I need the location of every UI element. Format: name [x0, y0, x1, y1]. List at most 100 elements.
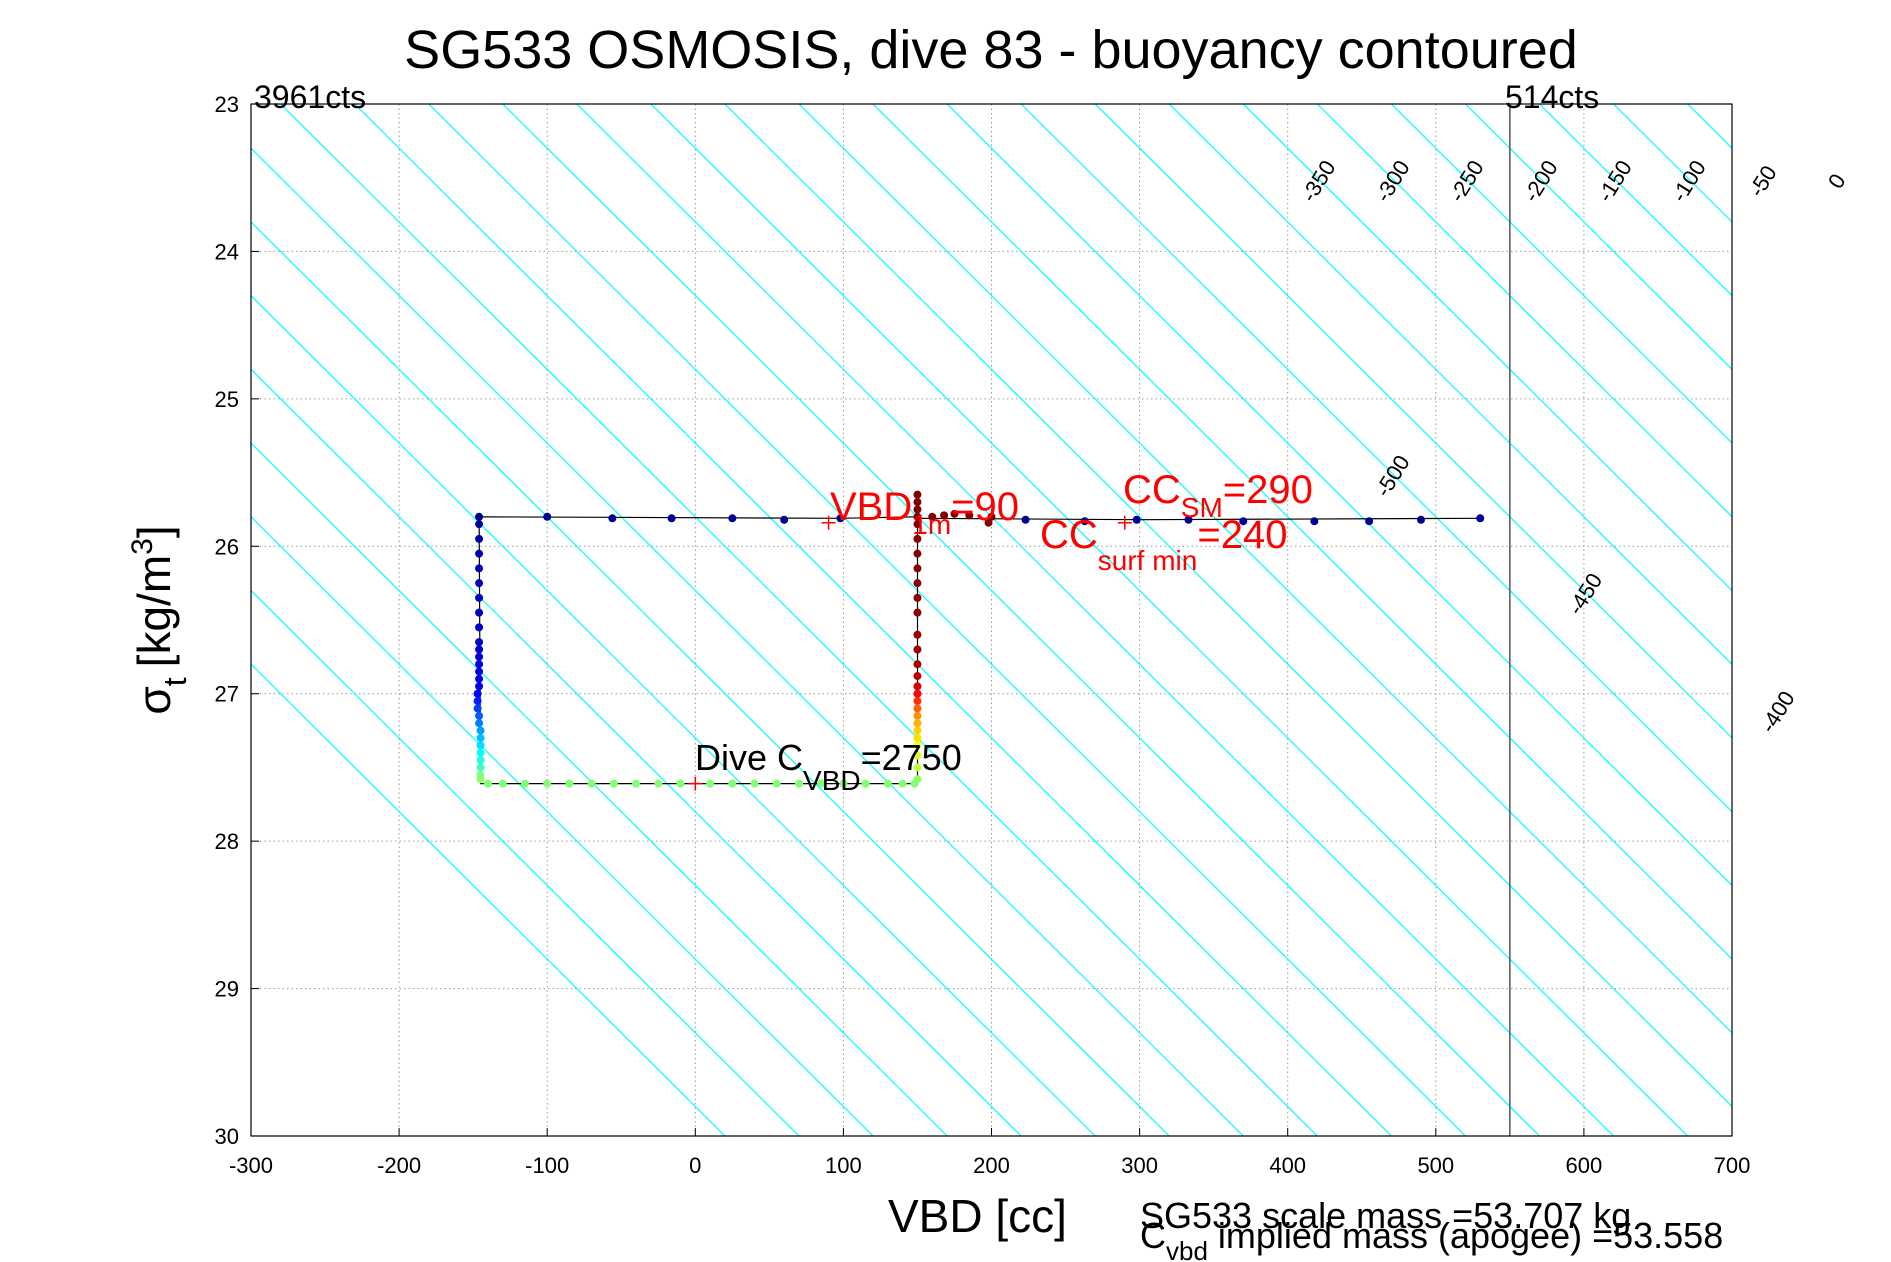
trace-point	[836, 514, 845, 523]
trace-point	[898, 779, 907, 788]
x-tick-label: 400	[1269, 1153, 1306, 1178]
contour-line	[251, 515, 874, 1136]
trace-point	[476, 741, 485, 750]
reference-markers	[688, 515, 1132, 791]
contour-line	[1168, 104, 1732, 666]
y-tick-label: 26	[215, 534, 239, 559]
trace-point	[794, 779, 803, 788]
trace-point	[883, 779, 892, 788]
trace-point	[475, 564, 484, 573]
trace-point	[861, 779, 870, 788]
chart-title: SG533 OSMOSIS, dive 83 - buoyancy contou…	[404, 20, 1578, 80]
trace-point	[475, 645, 484, 654]
trace-point	[654, 779, 663, 788]
y-tick-label: 29	[215, 977, 239, 1002]
contour-line	[251, 368, 1022, 1136]
trace-point	[476, 756, 485, 765]
y-tick-label: 27	[215, 682, 239, 707]
x-tick-label: -300	[229, 1153, 273, 1178]
trace-point	[1132, 515, 1141, 524]
x-axis-label: VBD [cc]	[888, 1190, 1067, 1242]
trace-point	[587, 779, 596, 788]
contour-line	[1613, 104, 1732, 223]
trace-point	[913, 660, 922, 669]
trace-point	[913, 672, 922, 681]
corner-label-left: 3961cts	[254, 79, 366, 115]
trace-point	[913, 704, 922, 713]
contour-line	[280, 104, 1318, 1136]
trace-point	[913, 763, 922, 772]
trace-point	[772, 779, 781, 788]
trace-point	[913, 534, 922, 543]
x-tick-label: 100	[825, 1153, 862, 1178]
trace-point	[520, 779, 529, 788]
x-tick-label: -200	[377, 1153, 421, 1178]
contour-label: -50	[1744, 161, 1782, 201]
contour-label: 0	[1823, 169, 1851, 193]
contour-line	[576, 104, 1614, 1136]
trace-point	[839, 779, 848, 788]
contour-label: -400	[1755, 687, 1800, 738]
trace-point	[780, 515, 789, 524]
trace-point	[913, 520, 922, 529]
trace-point	[910, 779, 919, 788]
trace-point	[473, 704, 482, 713]
annotation-dive-c-vbd: Dive CVBD=2750	[695, 737, 962, 796]
contour-line	[946, 104, 1732, 887]
plus-marker	[1117, 515, 1132, 530]
trace-point	[1080, 517, 1089, 526]
trace-point	[475, 512, 484, 521]
x-tick-label: 200	[973, 1153, 1010, 1178]
trace-point	[913, 711, 922, 720]
x-tick-label: 0	[689, 1153, 701, 1178]
contour-line	[1316, 104, 1732, 518]
contour-line	[724, 104, 1732, 1108]
contour-line	[1094, 104, 1732, 739]
trace-point	[913, 498, 922, 507]
buoyancy-contours	[251, 104, 1732, 1136]
x-tick-label: -100	[525, 1153, 569, 1178]
trace-point	[913, 719, 922, 728]
trace-point	[667, 514, 676, 523]
trace-point	[913, 726, 922, 735]
contour-line	[251, 442, 948, 1136]
trace-point	[475, 534, 484, 543]
trace-line	[478, 516, 1481, 785]
trace-point	[475, 638, 484, 647]
trace-point	[1239, 517, 1248, 526]
x-tick-label: 300	[1121, 1153, 1158, 1178]
contour-line	[1390, 104, 1732, 444]
trace-point	[475, 660, 484, 669]
trace-point	[913, 564, 922, 573]
contour-line	[502, 104, 1540, 1136]
trace-point	[632, 779, 641, 788]
trace-point	[475, 549, 484, 558]
trace-point	[913, 579, 922, 588]
trace-point	[476, 770, 485, 779]
trace-point	[913, 682, 922, 691]
x-tick-label: 600	[1566, 1153, 1603, 1178]
plus-marker	[688, 776, 703, 791]
x-axis-ticks: -300 -200 -100 0 100 200 300 400 500 600 700	[229, 1128, 1750, 1178]
contour-labels: -350-300-250-200-150-100-500501001502002…	[1296, 156, 1851, 738]
y-tick-label: 25	[215, 387, 239, 412]
trace-point	[608, 514, 617, 523]
trace-point	[1416, 515, 1425, 524]
trace-point	[913, 505, 922, 514]
trace-point	[913, 549, 922, 558]
trace-point	[913, 630, 922, 639]
contour-line	[251, 663, 726, 1136]
trace-point	[475, 608, 484, 617]
trace-point	[913, 490, 922, 499]
trace-point	[476, 726, 485, 735]
trace-point	[750, 779, 759, 788]
contour-line	[1687, 104, 1732, 150]
trace-point	[475, 674, 484, 683]
annotation-vbd-1m: VBD1m=90	[830, 485, 1019, 540]
y-tick-label: 24	[215, 239, 239, 264]
trace-point	[543, 779, 552, 788]
trace-point	[950, 509, 959, 518]
y-tick-label: 30	[215, 1124, 239, 1149]
contour-line	[1464, 104, 1732, 371]
